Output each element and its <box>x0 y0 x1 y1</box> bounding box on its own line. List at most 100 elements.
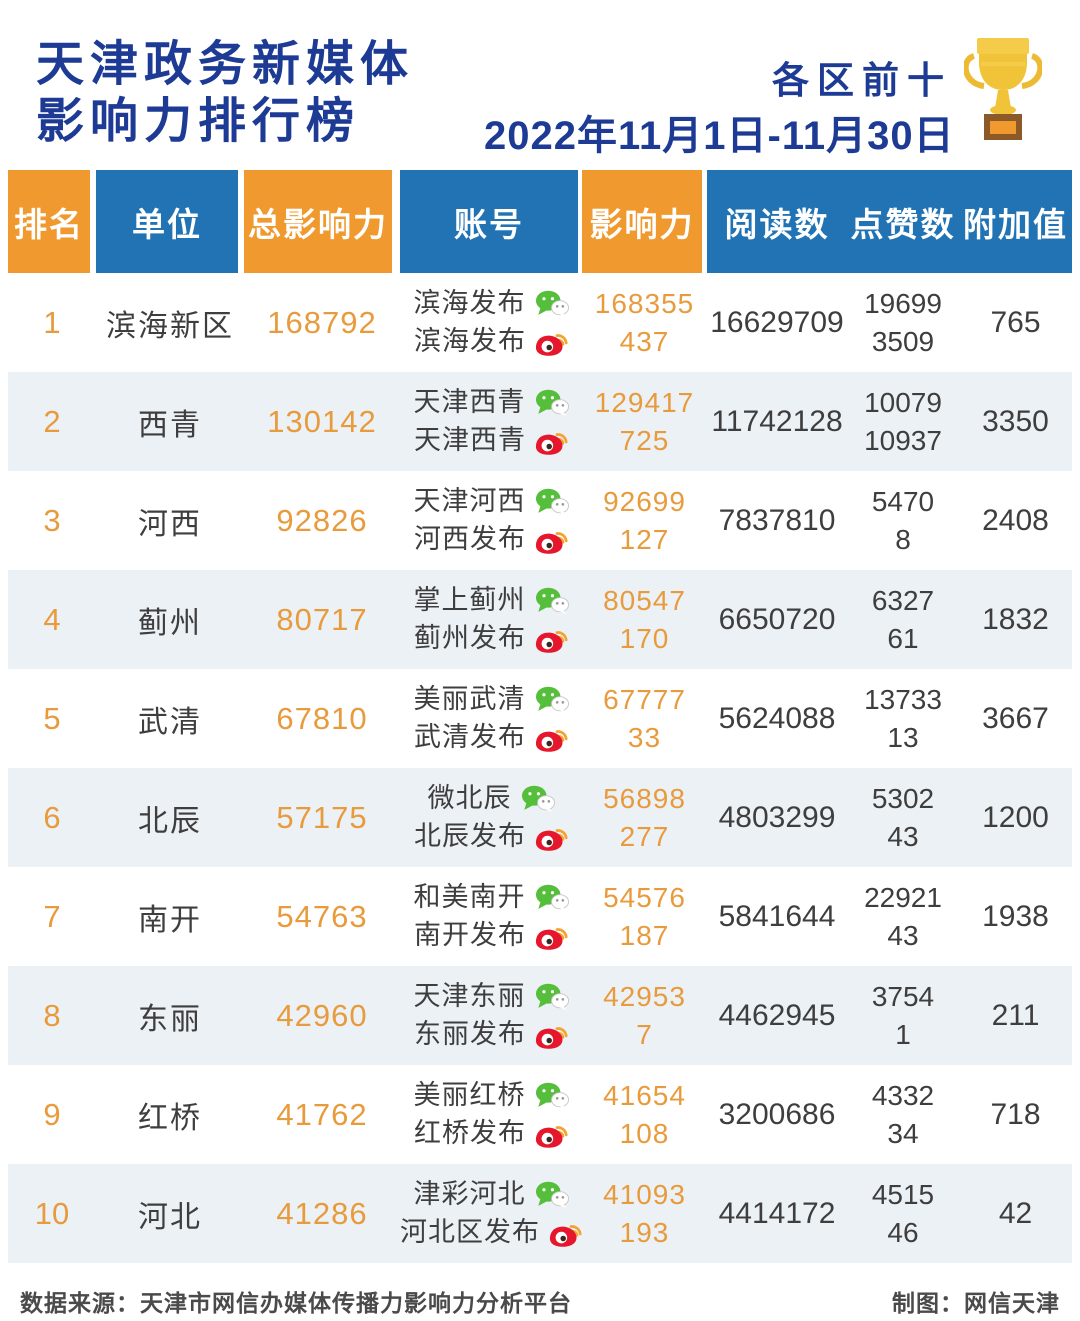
likes-value-wechat: 22921 <box>864 882 942 913</box>
header-cell-reads: 阅读数 <box>724 205 830 243</box>
bonus-cell: 765 <box>990 305 1041 339</box>
likes-cell: 10079 10937 <box>847 372 959 471</box>
rank-cell: 10 <box>34 1195 70 1231</box>
table-row: 5 武清 67810 美丽武清 <box>8 669 1072 768</box>
account-line-weibo: 红桥发布 <box>414 1117 568 1150</box>
likes-value-wechat: 13733 <box>864 684 942 715</box>
account-line-wechat: 和美南开 <box>414 881 569 914</box>
total-influence-cell: 57175 <box>276 799 368 835</box>
page-title-line1: 天津政务新媒体 <box>36 38 415 91</box>
account-line-weibo: 北辰发布 <box>414 820 568 853</box>
likes-value-weibo: 8 <box>895 524 911 555</box>
account-cell: 掌上蓟州 蓟州发布 <box>400 570 582 669</box>
wechat-icon <box>535 1180 569 1209</box>
influence-cell: 41654 108 <box>582 1065 707 1164</box>
bonus-cell: 718 <box>990 1097 1041 1131</box>
influence-value-weibo: 7 <box>636 1019 653 1050</box>
unit-cell: 河西 <box>138 507 202 541</box>
influence-value-wechat: 42953 <box>603 981 686 1012</box>
influence-cell: 54576 187 <box>582 867 707 966</box>
account-cell: 美丽红桥 红桥发布 <box>400 1065 582 1164</box>
influence-value-weibo: 187 <box>619 920 670 951</box>
total-influence-cell: 92826 <box>276 502 368 538</box>
likes-value-weibo: 3509 <box>871 326 935 357</box>
weibo-icon <box>535 624 568 654</box>
total-influence-cell: 42960 <box>276 997 368 1033</box>
date-range: 2022年11月1日-11月30日 <box>484 114 955 158</box>
likes-value-wechat: 19699 <box>864 288 942 319</box>
account-cell: 美丽武清 武清发布 <box>400 669 582 768</box>
header-metrics-block: 阅读数 点赞数 附加值 <box>707 170 1072 273</box>
table-row: 3 河西 92826 天津河西 <box>8 471 1072 570</box>
account-name: 武清发布 <box>414 722 526 752</box>
reads-cell: 7837810 <box>718 503 836 537</box>
trophy-icon <box>964 38 1042 140</box>
table-row: 9 红桥 41762 美丽红桥 <box>8 1065 1072 1164</box>
account-name: 微北辰 <box>427 783 512 813</box>
influence-value-wechat: 67777 <box>603 684 686 715</box>
account-cell: 和美南开 南开发布 <box>400 867 582 966</box>
header-cell-total-influence: 总影响力 <box>244 170 392 273</box>
account-cell: 滨海发布 滨海发布 <box>400 273 582 372</box>
unit-cell: 东丽 <box>138 1002 202 1036</box>
influence-value-wechat: 56898 <box>603 783 686 814</box>
bonus-cell: 2408 <box>982 503 1049 537</box>
account-line-wechat: 掌上蓟州 <box>414 584 569 617</box>
weibo-icon <box>535 1119 568 1149</box>
likes-value-wechat: 10079 <box>864 387 942 418</box>
rank-cell: 8 <box>43 997 61 1033</box>
header-cell-likes: 点赞数 <box>850 205 956 243</box>
account-name: 北辰发布 <box>414 821 526 851</box>
wechat-icon <box>535 685 569 714</box>
header-cell-unit: 单位 <box>96 170 238 273</box>
account-line-weibo: 东丽发布 <box>414 1018 568 1051</box>
account-name: 红桥发布 <box>414 1118 526 1148</box>
likes-cell: 19699 3509 <box>847 273 959 372</box>
account-name: 河北区发布 <box>400 1217 540 1247</box>
bonus-cell: 211 <box>991 998 1040 1032</box>
account-cell: 天津东丽 东丽发布 <box>400 966 582 1065</box>
rank-cell: 7 <box>43 898 61 934</box>
account-line-wechat: 天津东丽 <box>414 980 569 1013</box>
likes-value-wechat: 5470 <box>871 486 935 517</box>
influence-value-wechat: 41654 <box>603 1080 686 1111</box>
influence-cell: 56898 277 <box>582 768 707 867</box>
account-line-weibo: 天津西青 <box>414 424 568 457</box>
influence-value-weibo: 725 <box>619 425 670 456</box>
likes-value-weibo: 61 <box>887 623 919 654</box>
wechat-icon <box>521 784 555 813</box>
account-line-wechat: 滨海发布 <box>414 287 569 320</box>
rank-cell: 9 <box>43 1096 61 1132</box>
unit-cell: 西青 <box>138 408 202 442</box>
account-name: 天津河西 <box>413 486 526 516</box>
header-cell-account: 账号 <box>400 170 578 273</box>
weibo-icon <box>535 525 568 555</box>
table-row: 10 河北 41286 津彩河北 <box>8 1164 1072 1263</box>
reads-cell: 5841644 <box>718 899 836 933</box>
rank-cell: 5 <box>43 700 61 736</box>
total-influence-cell: 41286 <box>276 1195 368 1231</box>
table-row: 4 蓟州 80717 掌上蓟州 <box>8 570 1072 669</box>
likes-value-weibo: 43 <box>887 821 919 852</box>
wechat-icon <box>535 289 569 318</box>
likes-value-weibo: 1 <box>895 1019 911 1050</box>
table-row: 8 东丽 42960 天津东丽 <box>8 966 1072 1065</box>
rank-cell: 6 <box>43 799 61 835</box>
influence-value-wechat: 41093 <box>603 1179 686 1210</box>
reads-cell: 6650720 <box>718 602 836 636</box>
header-cell-bonus: 附加值 <box>963 205 1068 243</box>
bonus-cell: 42 <box>998 1196 1033 1230</box>
reads-cell: 11742128 <box>711 404 843 438</box>
total-influence-cell: 168792 <box>267 304 377 340</box>
account-name: 美丽武清 <box>413 684 526 714</box>
account-line-wechat: 天津河西 <box>414 485 569 518</box>
reads-cell: 5624088 <box>718 701 836 735</box>
bonus-cell: 1938 <box>982 899 1049 933</box>
account-line-weibo: 滨海发布 <box>414 325 568 358</box>
table-body: 1 滨海新区 168792 滨海发布 <box>8 273 1072 1263</box>
unit-cell: 北辰 <box>138 804 202 838</box>
influence-value-wechat: 80547 <box>603 585 686 616</box>
table-row: 2 西青 130142 天津西青 <box>8 372 1072 471</box>
reads-cell: 4462945 <box>718 998 836 1032</box>
unit-cell: 武清 <box>138 705 202 739</box>
